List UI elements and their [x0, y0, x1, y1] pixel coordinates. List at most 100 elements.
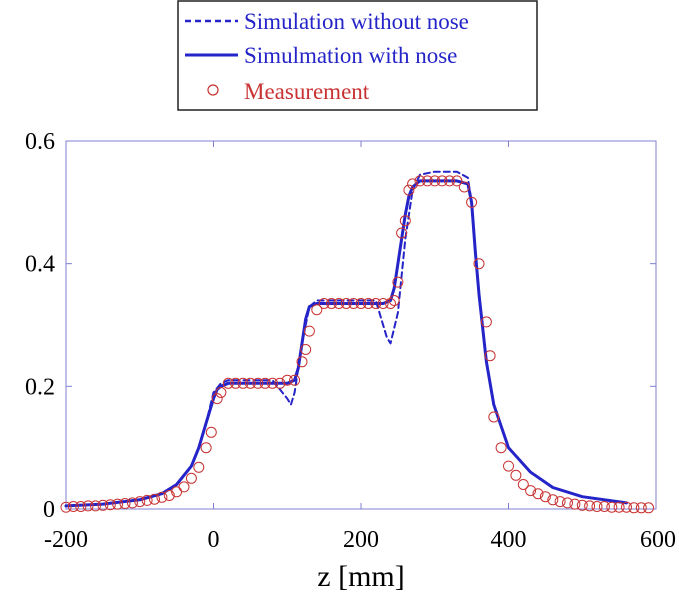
- measurement-point: [259, 377, 271, 389]
- measurement-point: [517, 479, 529, 490]
- legend: Simulation without nose Simulmation with…: [177, 0, 538, 111]
- measurement-point: [480, 316, 492, 328]
- measurement-point: [333, 298, 345, 309]
- markers-layer: [60, 175, 655, 514]
- measurement-point: [230, 377, 242, 389]
- x-tick-label: -200: [44, 527, 88, 553]
- measurement-point: [621, 501, 632, 513]
- measurement-point: [289, 374, 301, 386]
- measurement-point: [399, 215, 411, 227]
- measurement-point: [436, 175, 448, 187]
- measurement-point: [396, 227, 408, 239]
- measurement-point: [539, 491, 551, 503]
- measurement-point: [60, 501, 72, 513]
- measurement-point: [215, 387, 227, 398]
- legend-marker-measurement: [207, 84, 219, 96]
- measurement-point: [193, 461, 205, 473]
- measurement-point: [205, 426, 217, 438]
- measurement-point: [119, 498, 131, 509]
- measurement-point: [584, 500, 596, 512]
- measurement-point: [97, 499, 109, 511]
- measurement-point: [211, 393, 223, 405]
- measurement-point: [163, 490, 175, 501]
- series-line-simulation-without-nose: [65, 170, 628, 507]
- measurement-point: [385, 298, 396, 309]
- measurement-point: [473, 258, 485, 270]
- measurement-point: [429, 175, 441, 187]
- measurement-point: [326, 298, 337, 309]
- measurement-point: [149, 493, 160, 505]
- measurement-point: [340, 298, 352, 309]
- legend-label-measurement: Measurement: [244, 79, 370, 104]
- y-tick-label: 0: [43, 497, 55, 523]
- measurement-point: [554, 496, 566, 508]
- measurement-point: [303, 325, 315, 337]
- measurement-point: [178, 481, 190, 493]
- measurement-point: [547, 494, 559, 506]
- measurement-point: [510, 469, 522, 481]
- x-tick-label: 0: [208, 527, 220, 553]
- tick-group: -200 0 200 400 600 0 0.2 0.4 0.6: [25, 129, 676, 553]
- measurement-point: [82, 500, 94, 512]
- measurement-point: [451, 175, 463, 187]
- measurement-point: [377, 298, 389, 309]
- measurement-point: [126, 497, 138, 509]
- measurement-point: [458, 181, 470, 193]
- measurement-point: [525, 485, 537, 497]
- measurement-point: [466, 196, 478, 208]
- measurement-point: [185, 472, 197, 484]
- measurement-point: [355, 298, 367, 309]
- series-line-simulation-with-nose: [64, 179, 628, 508]
- series-layer: [64, 170, 628, 508]
- measurement-point: [562, 497, 573, 509]
- measurement-point: [237, 377, 249, 389]
- measurement-point: [75, 501, 87, 512]
- x-tick-label: 200: [343, 527, 379, 553]
- measurement-point: [244, 377, 256, 389]
- measurement-point: [252, 377, 264, 389]
- measurement-point: [407, 178, 419, 190]
- measurement-point: [484, 350, 496, 362]
- measurement-point: [90, 500, 101, 512]
- measurement-point: [613, 501, 625, 513]
- x-axis-label: z [mm]: [317, 560, 404, 593]
- measurement-point: [606, 501, 618, 513]
- measurement-point: [200, 442, 212, 454]
- measurement-point: [281, 374, 293, 386]
- measurement-point: [134, 496, 146, 508]
- measurement-point: [67, 501, 79, 512]
- measurement-point: [495, 442, 507, 454]
- measurement-point: [591, 501, 603, 512]
- measurement-point: [222, 377, 234, 389]
- measurement-point: [421, 175, 433, 187]
- measurement-point: [635, 502, 647, 514]
- measurement-point: [388, 295, 400, 306]
- measurement-point: [628, 502, 640, 514]
- measurement-point: [503, 460, 514, 472]
- measurement-point: [156, 491, 168, 503]
- measurement-point: [348, 298, 360, 309]
- measurement-point: [403, 184, 415, 196]
- measurement-point: [444, 175, 455, 187]
- x-tick-label: 600: [640, 527, 676, 553]
- measurement-point: [300, 344, 312, 355]
- legend-label-simulation-with-nose: Simulmation with nose: [244, 43, 457, 68]
- measurement-point: [362, 298, 374, 309]
- x-tick-label: 400: [491, 527, 527, 553]
- measurement-point: [141, 494, 153, 506]
- measurement-point: [112, 498, 124, 510]
- measurement-point: [576, 499, 588, 511]
- legend-label-simulation-without-nose: Simulation without nose: [244, 9, 469, 34]
- measurement-point: [392, 276, 404, 288]
- measurement-point: [296, 356, 308, 368]
- measurement-point: [488, 411, 500, 423]
- measurement-point: [598, 501, 610, 512]
- measurement-point: [267, 377, 278, 389]
- measurement-point: [414, 175, 426, 187]
- measurement-point: [643, 502, 655, 514]
- measurement-point: [311, 304, 323, 316]
- measurement-point: [569, 498, 581, 510]
- measurement-point: [104, 499, 116, 511]
- y-tick-label: 0.2: [25, 374, 55, 400]
